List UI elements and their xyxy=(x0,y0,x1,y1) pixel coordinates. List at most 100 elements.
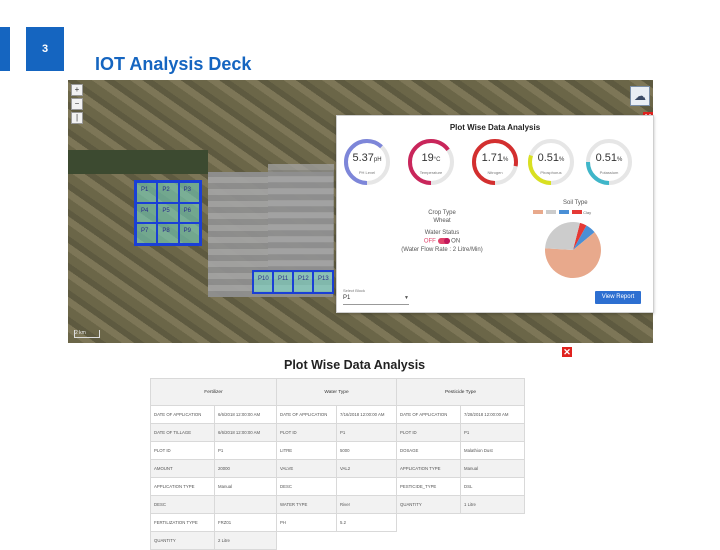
close-table-icon[interactable]: ✕ xyxy=(562,347,572,357)
table-cell: PLOT ID xyxy=(150,441,215,460)
plot-label: P12 xyxy=(298,276,309,282)
plot-label: P9 xyxy=(183,228,191,235)
water-status-label: Water Status xyxy=(424,230,460,236)
table-row: APPLICATION TYPE Manual DESC PESTICIDE_TYPE… xyxy=(150,477,525,496)
soil-legend: Clay xyxy=(533,210,591,215)
plot-label: P10 xyxy=(258,276,269,282)
table-cell: Manual xyxy=(214,477,277,496)
soil-legend-swatch xyxy=(546,210,556,214)
view-report-button[interactable]: View Report xyxy=(595,291,641,304)
gauge: 5.37pH PH Level xyxy=(343,138,391,186)
table-cell: 7/16/2018 12:00:00 AM xyxy=(336,405,397,424)
plot-cell[interactable]: P7 xyxy=(136,223,158,244)
table-title: Plot Wise Data Analysis xyxy=(284,358,426,372)
gauge-label: PH Level xyxy=(358,170,376,175)
plot-cell[interactable]: P11 xyxy=(273,271,293,293)
crop-type-value: Wheat xyxy=(433,218,451,224)
table-cell: 2 Litre xyxy=(214,531,277,550)
table-cell: VAL2 xyxy=(336,459,397,478)
gauge: 0.51% Phosphorus xyxy=(527,138,575,186)
table-cell xyxy=(276,531,337,550)
plot-cell[interactable]: P8 xyxy=(157,223,179,244)
chevron-down-icon: ▼ xyxy=(404,295,409,301)
map-extra-control[interactable]: | xyxy=(71,112,83,124)
gauge-unit: °C xyxy=(433,157,441,163)
gauge-arc xyxy=(472,139,518,185)
plot-label: P1 xyxy=(141,187,149,193)
soil-pie-slice xyxy=(545,232,601,278)
table-cell xyxy=(460,513,525,532)
plot-label: P6 xyxy=(183,207,191,214)
table-cell xyxy=(396,513,461,532)
table-cell: 20000 xyxy=(214,459,277,478)
table-row: PLOT ID P1 LITRE 5000 DOSAGE Malathion Dust xyxy=(150,441,525,460)
plot-cell[interactable]: P9 xyxy=(178,223,200,244)
gauge-value: 5.37pH xyxy=(352,152,382,164)
table-cell: PLOT ID xyxy=(276,423,337,442)
plot-label: P8 xyxy=(162,228,170,235)
table-cell: FERTILIZATION TYPE xyxy=(150,513,215,532)
plot-cell[interactable]: P1 xyxy=(136,182,158,203)
gauge-unit: % xyxy=(503,157,509,163)
table-cell: VALVE xyxy=(276,459,337,478)
map-terrain-strip xyxy=(68,150,208,174)
plot-label: P11 xyxy=(278,276,289,282)
gauge-unit: % xyxy=(617,157,623,163)
table-cell: DESC xyxy=(276,477,337,496)
plot-cell[interactable]: P12 xyxy=(293,271,313,293)
water-toggle-row: OFF ON xyxy=(377,238,507,245)
table-cell xyxy=(336,531,397,550)
table-cell: QUANTITY xyxy=(396,495,461,514)
zoom-out-button[interactable]: − xyxy=(71,98,83,110)
table-cell: DSL xyxy=(460,477,525,496)
table-cell: PESTICIDE_TYPE xyxy=(396,477,461,496)
plot-cell[interactable]: P4 xyxy=(136,202,158,224)
soil-legend-item: Clay xyxy=(572,210,591,215)
soil-legend-item xyxy=(559,210,569,215)
slide-number: 3 xyxy=(26,27,64,71)
table-row: DESC WATER TYPE River QUANTITY 1 Litre xyxy=(150,495,525,514)
zoom-in-button[interactable]: + xyxy=(71,84,83,96)
weather-icon[interactable]: ☁ xyxy=(630,86,650,106)
plot-cell[interactable]: P6 xyxy=(178,202,200,224)
gauge-value: 1.71% xyxy=(481,152,509,164)
table-cell: 7/28/2018 12:00:00 AM xyxy=(460,405,525,424)
gauge-label: Phosphorus xyxy=(540,170,562,175)
gauge-unit: pH xyxy=(373,157,382,163)
water-off-label: OFF xyxy=(423,238,436,245)
gauge-arc xyxy=(528,139,574,185)
plot-cell[interactable]: P10 xyxy=(253,271,273,293)
plot-cell[interactable]: P2 xyxy=(157,182,179,203)
table-cell: 5000 xyxy=(336,441,397,460)
gauge-arc xyxy=(344,139,390,185)
gauge-label: Nitrogen xyxy=(487,170,503,175)
table-cell: Malathion Dust xyxy=(460,441,525,460)
gauge: 1.71% Nitrogen xyxy=(471,138,519,186)
table-cell: 6/6/2018 12:00:00 AM xyxy=(214,423,277,442)
plot-cell[interactable]: P5 xyxy=(157,202,179,224)
block-select[interactable]: P1 ▼ xyxy=(343,295,409,305)
table-header-row: Fertilizer Water Type Pesticide Type xyxy=(150,378,525,406)
table-header-cell: Pesticide Type xyxy=(396,378,525,406)
soil-legend-item xyxy=(546,210,556,215)
plot-cell[interactable]: P13 xyxy=(313,271,333,293)
water-toggle[interactable] xyxy=(437,238,450,244)
gauge-label: Potassium xyxy=(599,170,619,175)
soil-pie-slice xyxy=(573,222,587,250)
gauge-arc xyxy=(408,139,454,185)
soil-pie-slice xyxy=(545,222,580,250)
table-header-cell: Fertilizer xyxy=(150,378,277,406)
gauge-value: 0.51% xyxy=(595,152,623,164)
table-row: DATE OF TILLAGE 6/6/2018 12:00:00 AM PLOT … xyxy=(150,423,525,442)
table-cell: 6/6/2018 12:00:00 AM xyxy=(214,405,277,424)
gauge-unit: % xyxy=(559,157,565,163)
table-cell xyxy=(214,495,277,514)
plot-strip: P10 P11 P12 P13 xyxy=(252,270,334,294)
table-cell: DESC xyxy=(150,495,215,514)
table-cell: DATE OF TILLAGE xyxy=(150,423,215,442)
plot-cell[interactable]: P3 xyxy=(178,182,200,203)
table-cell: DATE OF APPLICATION xyxy=(150,405,215,424)
soil-pie-chart xyxy=(545,222,601,278)
plot-label: P4 xyxy=(141,207,149,214)
table-cell: P1 xyxy=(460,423,525,442)
